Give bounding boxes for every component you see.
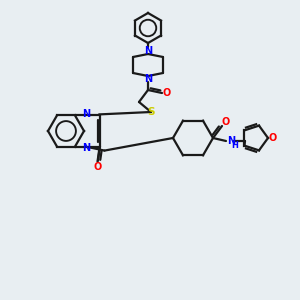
Text: N: N — [82, 142, 91, 153]
Text: O: O — [222, 117, 230, 127]
Text: H: H — [232, 140, 238, 149]
Text: O: O — [269, 133, 277, 143]
Text: S: S — [147, 107, 155, 117]
Text: N: N — [227, 136, 235, 146]
Text: O: O — [94, 162, 102, 172]
Text: N: N — [144, 74, 152, 84]
Text: O: O — [163, 88, 171, 98]
Text: N: N — [144, 46, 152, 56]
Text: N: N — [82, 110, 91, 119]
